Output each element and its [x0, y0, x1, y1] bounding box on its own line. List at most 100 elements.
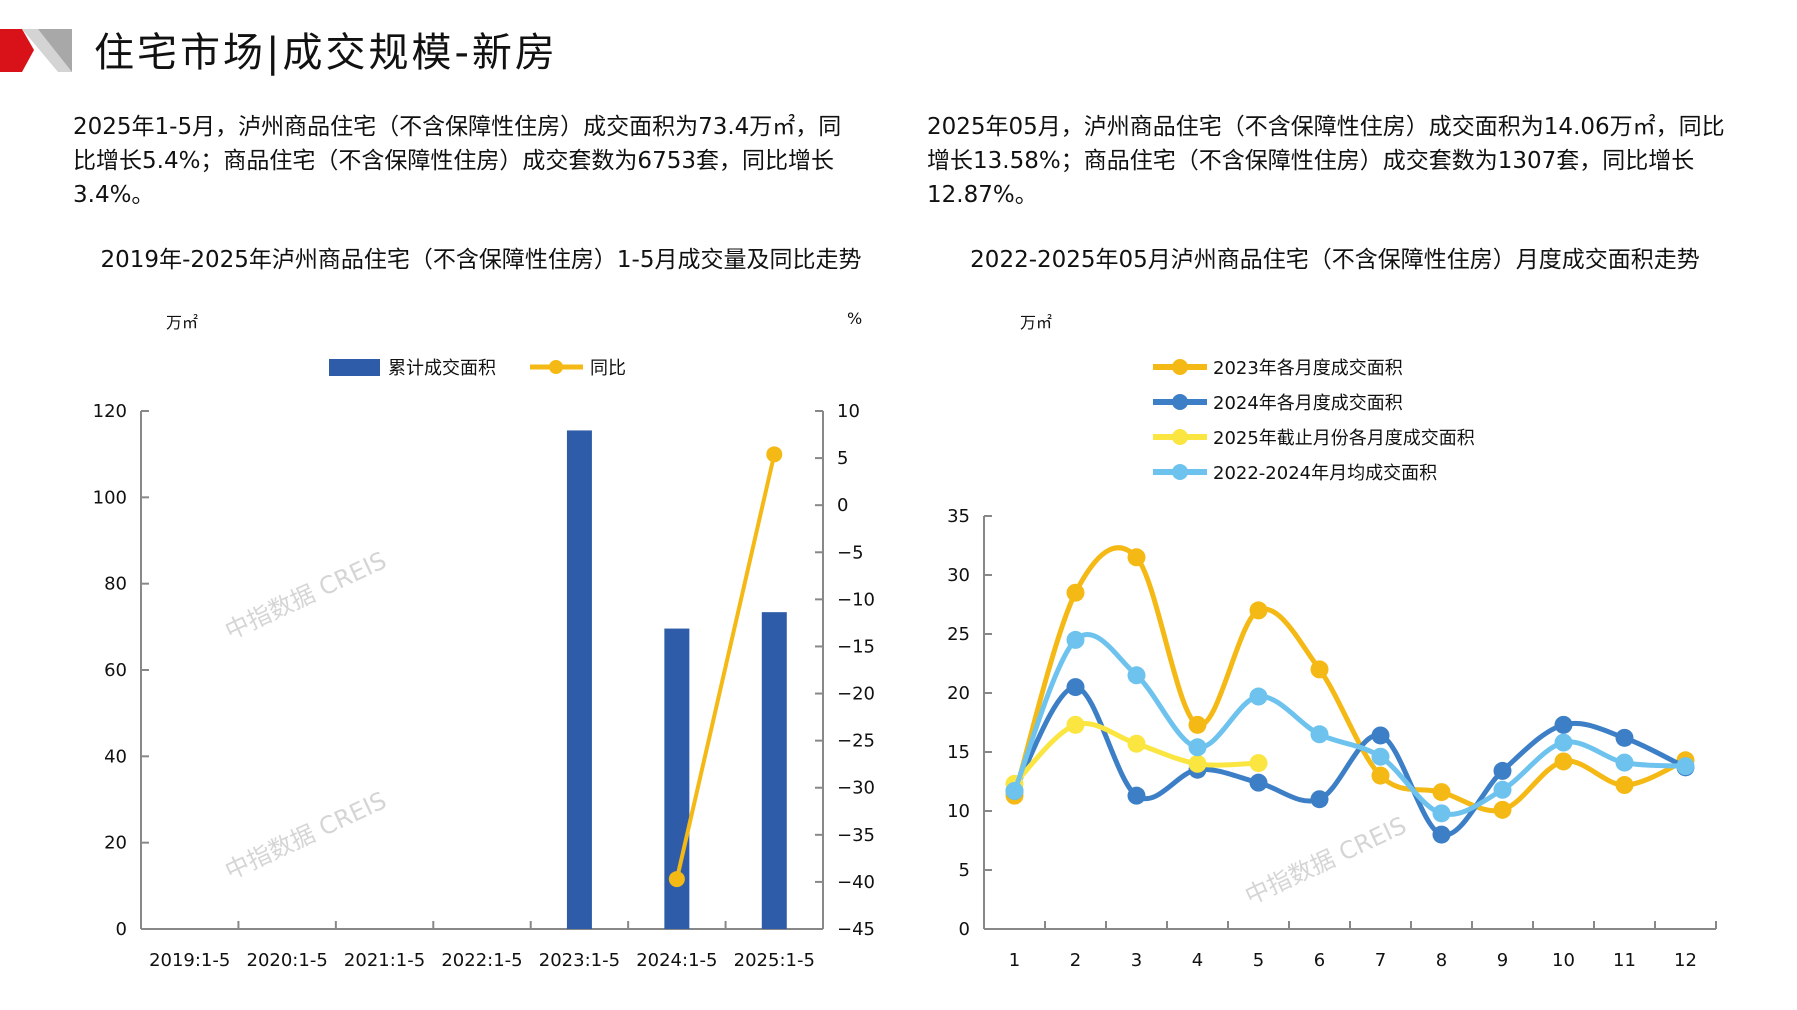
watermark: 中指数据 CREIS	[221, 786, 391, 885]
y-tick-label: 80	[104, 574, 127, 595]
series-point-2	[1188, 754, 1207, 773]
x-tick-label: 3	[1131, 950, 1142, 971]
series-point-3	[1371, 747, 1390, 766]
series-point-0	[1371, 766, 1390, 785]
x-tick-label: 4	[1192, 950, 1203, 971]
y-tick-label: 10	[947, 801, 970, 822]
right-y-unit: %	[847, 309, 863, 328]
series-point-3	[1310, 725, 1329, 744]
brand-logo	[0, 29, 72, 72]
series-point-3	[1066, 630, 1085, 649]
y2-tick-label: −5	[837, 542, 864, 563]
y-tick-label: 60	[104, 660, 127, 681]
y2-tick-label: −45	[837, 919, 875, 940]
y2-tick-label: −35	[837, 825, 875, 846]
y-tick-label: 20	[104, 833, 127, 854]
y-tick-label: 5	[959, 860, 970, 881]
y-tick-label: 40	[104, 746, 127, 767]
yoy-point	[766, 446, 783, 463]
series-point-0	[1249, 601, 1268, 620]
x-tick-label: 2025:1-5	[734, 950, 815, 971]
series-point-0	[1127, 548, 1146, 567]
y2-tick-label: −40	[837, 872, 875, 893]
legend-swatch-marker	[549, 360, 563, 374]
series-point-2	[1066, 715, 1085, 734]
bar-2025:1-5	[761, 612, 787, 929]
series-point-1	[1432, 825, 1451, 844]
series-point-0	[1493, 800, 1512, 819]
series-point-1	[1493, 761, 1512, 780]
x-tick-label: 5	[1253, 950, 1264, 971]
series-point-0	[1554, 752, 1573, 771]
series-point-2	[1249, 754, 1268, 773]
x-tick-label: 6	[1314, 950, 1325, 971]
series-point-1	[1127, 786, 1146, 805]
legend-swatch-marker	[1172, 464, 1188, 480]
x-tick-label: 2022:1-5	[441, 950, 522, 971]
x-tick-label: 2019:1-5	[149, 950, 230, 971]
series-point-3	[1615, 753, 1634, 772]
y2-tick-label: 0	[837, 495, 848, 516]
chart-title-right: 2022-2025年05月泸州商品住宅（不含保障性住房）月度成交面积走势	[970, 247, 1700, 273]
yoy-point	[668, 871, 685, 888]
legend-label: 同比	[590, 358, 626, 379]
series-point-1	[1310, 790, 1329, 809]
x-tick-label: 7	[1375, 950, 1386, 971]
summary-left: 2025年1-5月，泸州商品住宅（不含保障性住房）成交面积为73.4万㎡，同比增…	[73, 114, 842, 208]
series-point-0	[1310, 660, 1329, 679]
legend-label: 2023年各月度成交面积	[1213, 358, 1403, 379]
y2-tick-label: −30	[837, 778, 875, 799]
y2-tick-label: −10	[837, 589, 875, 610]
legend-label: 2022-2024年月均成交面积	[1213, 463, 1437, 484]
series-point-3	[1554, 733, 1573, 752]
bar-2023:1-5	[566, 430, 592, 929]
y-tick-label: 25	[947, 624, 970, 645]
x-tick-label: 10	[1552, 950, 1575, 971]
chart-title-left: 2019年-2025年泸州商品住宅（不含保障性住房）1-5月成交量及同比走势	[100, 247, 862, 273]
series-point-3	[1676, 757, 1695, 776]
y2-tick-label: −25	[837, 731, 875, 752]
y2-tick-label: 10	[837, 401, 860, 422]
series-point-1	[1066, 678, 1085, 697]
legend-swatch-marker	[1172, 359, 1188, 375]
yoy-line	[674, 453, 777, 880]
y-tick-label: 120	[93, 401, 127, 422]
x-tick-label: 2023:1-5	[539, 950, 620, 971]
series-point-2	[1127, 734, 1146, 753]
series-line-0	[1012, 545, 1687, 814]
legend-swatch-bar	[329, 359, 380, 376]
monthly-y-unit: 万㎡	[1020, 313, 1053, 332]
series-point-3	[1188, 738, 1207, 757]
legend-swatch-marker	[1172, 429, 1188, 445]
x-tick-label: 1	[1009, 950, 1020, 971]
y-tick-label: 0	[959, 919, 970, 940]
y-tick-label: 35	[947, 506, 970, 527]
x-tick-label: 8	[1436, 950, 1447, 971]
y-tick-label: 15	[947, 742, 970, 763]
y2-tick-label: −15	[837, 636, 875, 657]
x-tick-label: 9	[1497, 950, 1508, 971]
series-point-0	[1066, 583, 1085, 602]
y-tick-label: 20	[947, 683, 970, 704]
legend-label: 2025年截止月份各月度成交面积	[1213, 428, 1475, 449]
series-point-3	[1005, 781, 1024, 800]
series-point-3	[1432, 804, 1451, 823]
x-tick-label: 2024:1-5	[636, 950, 717, 971]
y-tick-label: 0	[116, 919, 127, 940]
page-title: 住宅市场|成交规模-新房	[94, 30, 558, 76]
x-tick-label: 12	[1674, 950, 1697, 971]
y2-tick-label: −20	[837, 684, 875, 705]
series-point-3	[1249, 687, 1268, 706]
x-tick-label: 11	[1613, 950, 1636, 971]
watermark: 中指数据 CREIS	[1241, 811, 1411, 910]
x-tick-label: 2020:1-5	[247, 950, 328, 971]
legend-label: 累计成交面积	[388, 358, 496, 379]
series-point-1	[1615, 728, 1634, 747]
series-line-1	[1012, 684, 1687, 838]
series-point-0	[1615, 776, 1634, 795]
series-point-3	[1493, 780, 1512, 799]
legend-swatch-marker	[1172, 394, 1188, 410]
series-point-3	[1127, 666, 1146, 685]
series-point-1	[1249, 773, 1268, 792]
